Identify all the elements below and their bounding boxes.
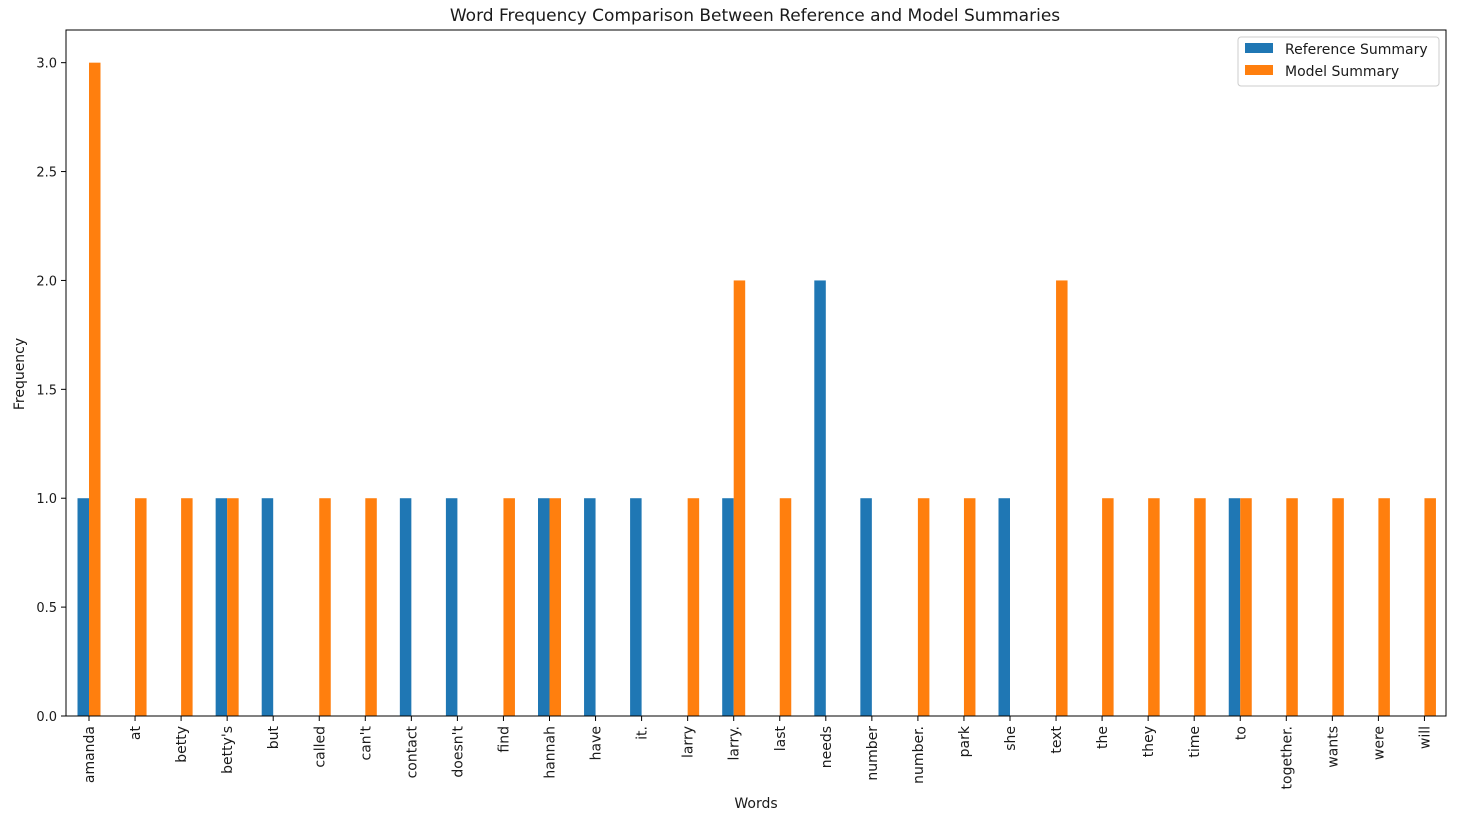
x-tick-label-19: park <box>957 725 973 757</box>
bar-model-18 <box>917 498 930 716</box>
x-tick-label-11: have <box>589 726 605 760</box>
x-axis: amanda at betty betty's but called can't contac… <box>82 716 1433 789</box>
x-tick-label-6: can't <box>358 726 374 761</box>
bar-model-19 <box>963 498 976 716</box>
bar-reference-17 <box>860 498 872 716</box>
x-tick-label-18: number. <box>911 726 927 784</box>
x-tick-label-21: text <box>1049 725 1065 753</box>
bar-model-14 <box>733 280 746 716</box>
bar-model-23 <box>1148 498 1160 716</box>
bar-model-22 <box>1102 498 1114 716</box>
bar-model-29 <box>1424 498 1436 716</box>
legend-label-model: Model Summary <box>1285 64 1399 80</box>
bar-reference-14 <box>722 498 734 716</box>
bar-reference-4 <box>261 498 274 716</box>
legend-swatch-reference <box>1245 43 1273 53</box>
bar-model-21 <box>1056 280 1068 716</box>
x-tick-label-24: time <box>1187 726 1203 758</box>
bar-model-2 <box>181 498 193 716</box>
x-tick-label-10: hannah <box>543 726 559 779</box>
x-axis-label: Words <box>734 796 777 812</box>
x-tick-label-12: it. <box>635 726 651 740</box>
x-tick-label-28: were <box>1371 726 1387 760</box>
legend: Reference Summary Model Summary <box>1237 36 1440 87</box>
y-tick-label-0: 0.0 <box>36 710 57 725</box>
bar-model-27 <box>1332 498 1344 716</box>
y-tick-label-1: 0.5 <box>36 601 57 616</box>
bar-model-9 <box>503 498 515 716</box>
legend-frame <box>1237 36 1440 87</box>
x-tick-label-7: contact <box>404 725 420 778</box>
x-tick-label-0: amanda <box>82 726 98 783</box>
bar-model-25 <box>1240 498 1252 716</box>
bar-reference-8 <box>445 498 458 716</box>
x-tick-label-8: doesn't <box>450 725 466 777</box>
y-tick-label-6: 3.0 <box>36 57 57 72</box>
legend-swatch-model <box>1245 65 1273 75</box>
bar-reference-7 <box>399 498 412 716</box>
bar-reference-20 <box>998 498 1010 716</box>
x-tick-label-3: betty's <box>220 726 236 774</box>
bar-reference-0 <box>77 498 89 716</box>
bar-model-5 <box>319 498 331 716</box>
x-tick-label-25: to <box>1233 726 1249 740</box>
x-tick-label-26: together. <box>1279 726 1295 789</box>
chart-title: Word Frequency Comparison Between Refere… <box>450 6 1060 26</box>
bar-reference-10 <box>538 498 550 716</box>
bar-reference-3 <box>215 498 228 716</box>
y-tick-label-4: 2.0 <box>36 274 57 289</box>
bar-reference-16 <box>814 280 826 716</box>
bar-model-0 <box>89 62 101 716</box>
x-tick-label-27: wants <box>1325 726 1341 768</box>
y-tick-label-2: 1.0 <box>36 492 57 507</box>
x-tick-label-1: at <box>128 725 144 740</box>
x-tick-label-4: but <box>266 725 282 749</box>
y-axis-label: Frequency <box>12 338 28 410</box>
x-tick-label-5: called <box>312 726 328 768</box>
y-tick-label-5: 2.5 <box>36 166 57 181</box>
y-tick-label-3: 1.5 <box>36 383 57 398</box>
bar-model-3 <box>227 498 239 716</box>
x-tick-label-9: find <box>496 726 512 753</box>
bar-model-28 <box>1378 498 1390 716</box>
x-tick-label-16: needs <box>819 726 835 768</box>
bar-model-26 <box>1286 498 1298 716</box>
x-tick-label-15: last <box>773 726 789 752</box>
x-tick-label-2: betty <box>174 726 190 763</box>
x-tick-label-22: the <box>1095 726 1111 749</box>
bar-model-24 <box>1194 498 1206 716</box>
bar-reference-25 <box>1228 498 1241 716</box>
bar-model-13 <box>687 498 700 716</box>
y-axis: 0.0 0.5 1.0 1.5 2.0 2.5 3.0 <box>36 57 66 725</box>
x-tick-label-17: number <box>865 726 881 781</box>
bar-reference-11 <box>584 498 596 716</box>
bar-model-10 <box>549 498 561 716</box>
bar-model-15 <box>779 498 792 716</box>
x-tick-label-20: she <box>1003 726 1019 751</box>
x-tick-label-29: will <box>1417 726 1433 749</box>
bars-layer <box>77 62 1436 716</box>
x-tick-label-23: they <box>1141 726 1157 757</box>
legend-label-reference: Reference Summary <box>1285 42 1428 58</box>
plot-frame <box>65 29 1447 717</box>
x-tick-label-14: larry. <box>727 726 743 760</box>
bar-model-1 <box>135 498 147 716</box>
bar-model-6 <box>365 498 377 716</box>
x-tick-label-13: larry <box>681 726 697 758</box>
bar-reference-12 <box>630 498 642 716</box>
